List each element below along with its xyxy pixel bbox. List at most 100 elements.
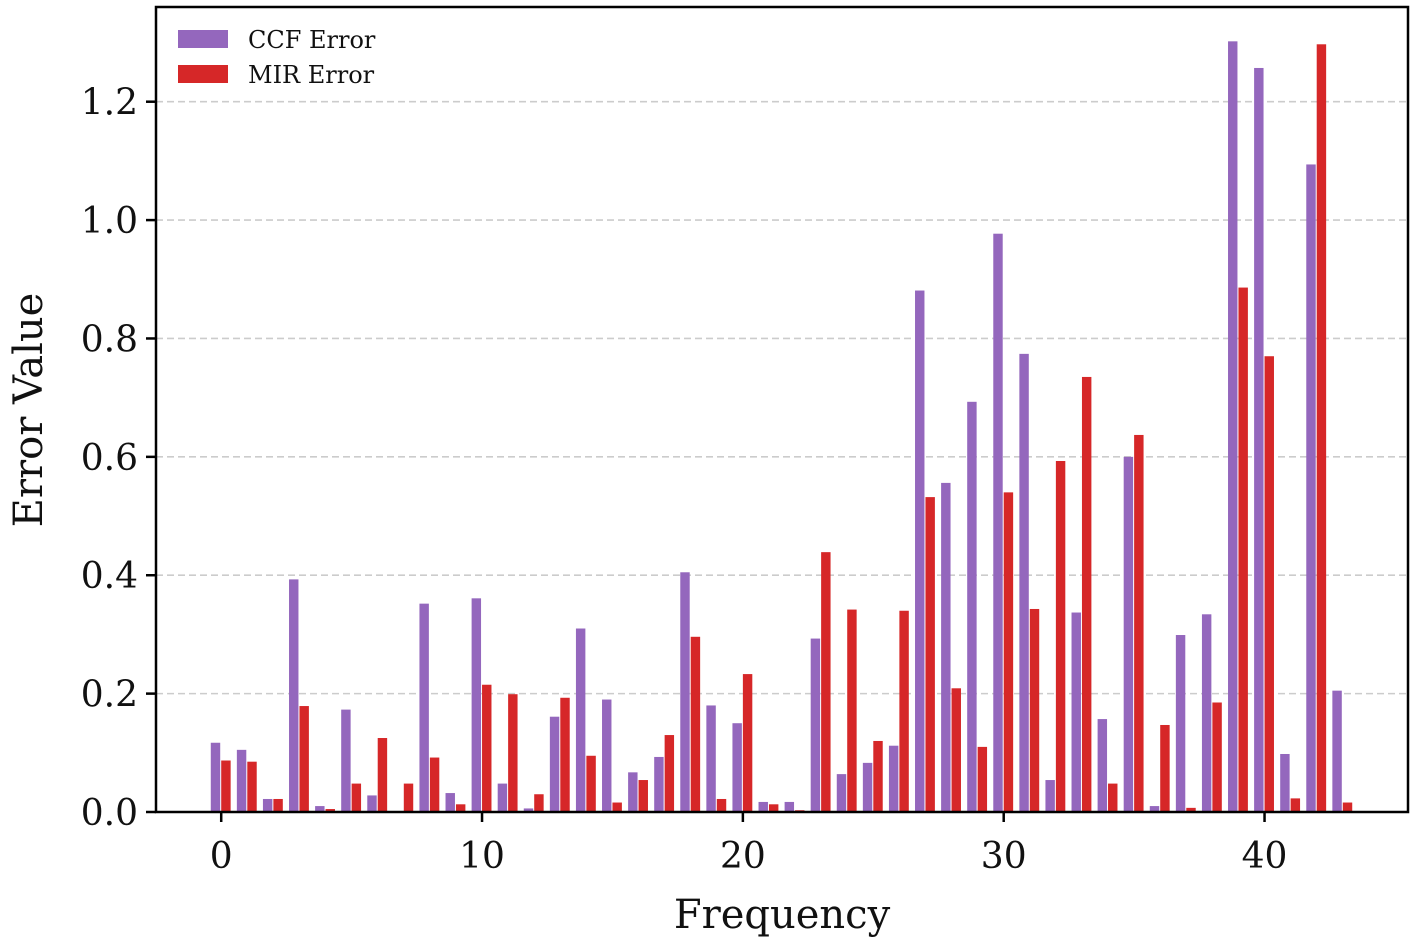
legend-label-ccf-error: CCF Error — [248, 26, 376, 54]
bar-mir-error — [273, 798, 283, 812]
bar-mir-error — [1290, 798, 1301, 812]
legend: CCF Error MIR Error — [178, 26, 376, 89]
bar-mir-error — [247, 761, 257, 812]
y-tick-label: 0.8 — [81, 319, 138, 360]
bar-mir-error — [1108, 783, 1118, 812]
bar-ccf-error — [1201, 614, 1212, 812]
y-axis-label: Error Value — [6, 293, 52, 528]
bar-ccf-error — [1280, 753, 1290, 812]
bar-ccf-error — [549, 716, 560, 812]
bar-ccf-error — [732, 723, 742, 812]
bar-mir-error — [403, 783, 414, 812]
bar-mir-error — [742, 674, 753, 812]
plot-frame — [154, 5, 1410, 814]
bar-mir-error — [1134, 434, 1144, 812]
bar-mir-error — [951, 688, 961, 812]
x-tick-label: 40 — [1242, 836, 1288, 877]
bar-mir-error — [1212, 702, 1222, 812]
x-axis-label: Frequency — [674, 892, 891, 938]
bar-mir-error — [1316, 44, 1327, 812]
bar-mir-error — [847, 609, 857, 812]
bar-mir-error — [455, 804, 466, 812]
bar-ccf-error — [445, 793, 455, 812]
y-tick-label: 1.2 — [81, 83, 138, 124]
bar-ccf-error — [575, 628, 586, 812]
bar-ccf-error — [1306, 164, 1316, 812]
bar-ccf-error — [993, 233, 1003, 812]
bar-ccf-error — [810, 638, 821, 812]
bar-ccf-error — [680, 572, 690, 812]
bar-mir-error — [1342, 802, 1353, 812]
bar-ccf-error — [706, 705, 716, 812]
x-tick-label: 20 — [720, 836, 766, 877]
bar-ccf-error — [1175, 635, 1186, 812]
bar-mir-error — [1186, 807, 1196, 812]
bar-mir-error — [429, 757, 440, 812]
bar-mir-error — [899, 610, 909, 812]
bar-mir-error — [925, 497, 935, 812]
bar-ccf-error — [1019, 353, 1029, 812]
y-tick-label: 1.0 — [81, 201, 138, 242]
bar-ccf-error — [1332, 690, 1342, 812]
bar-ccf-error — [915, 290, 925, 812]
bar-mir-error — [377, 738, 388, 812]
x-tick-label: 30 — [981, 836, 1027, 877]
bar-ccf-error — [236, 749, 247, 812]
bar-ccf-error — [315, 806, 325, 812]
bar-mir-error — [821, 552, 831, 812]
bar-ccf-error — [1045, 780, 1055, 812]
bar-ccf-error — [341, 709, 351, 812]
bar-ccf-error — [1123, 456, 1134, 812]
bar-ccf-error — [862, 762, 873, 812]
bar-ccf-error — [262, 798, 273, 812]
bar-mir-error — [482, 684, 492, 812]
y-tick-label: 0.4 — [81, 556, 138, 597]
legend-label-mir-error: MIR Error — [248, 61, 375, 89]
x-tick-label: 10 — [459, 836, 505, 877]
bar-ccf-error — [836, 774, 847, 812]
bar-mir-error — [1081, 376, 1092, 812]
bar-ccf-error — [784, 801, 795, 812]
bars — [210, 41, 1353, 813]
bar-mir-error — [716, 798, 727, 812]
bar-mir-error — [612, 802, 622, 812]
bar-mir-error — [534, 794, 544, 812]
y-tick-label: 0.6 — [81, 438, 138, 479]
bar-ccf-error — [1228, 41, 1238, 813]
bar-ccf-error — [628, 772, 638, 812]
bar-ccf-error — [602, 699, 612, 812]
bar-ccf-error — [1254, 67, 1264, 812]
x-tick-label: 0 — [210, 836, 233, 877]
y-tick-label: 0.0 — [81, 793, 138, 834]
bar-mir-error — [351, 783, 362, 812]
bar-mir-error — [325, 809, 335, 812]
bar-mir-error — [560, 697, 570, 812]
bar-mir-error — [873, 740, 883, 812]
bar-mir-error — [586, 755, 596, 812]
y-tick-label: 0.2 — [81, 675, 138, 716]
bar-ccf-error — [1071, 612, 1081, 812]
bar-mir-error — [1055, 460, 1066, 812]
bar-mir-error — [1029, 608, 1040, 812]
legend-swatch-ccf-error — [178, 30, 228, 48]
bar-mir-error — [664, 735, 675, 812]
bar-mir-error — [768, 804, 779, 812]
bar-ccf-error — [419, 603, 429, 812]
bar-mir-error — [1160, 724, 1170, 812]
bar-ccf-error — [941, 482, 951, 812]
bar-mir-error — [508, 694, 518, 812]
bar-mir-error — [1003, 492, 1014, 812]
bar-ccf-error — [367, 795, 377, 812]
bar-ccf-error — [1149, 806, 1160, 812]
bar-ccf-error — [1097, 719, 1108, 812]
bar-ccf-error — [758, 801, 768, 812]
bar-ccf-error — [888, 745, 899, 812]
bar-mir-error — [299, 706, 309, 812]
bar-mir-error — [1238, 287, 1248, 812]
bar-ccf-error — [523, 808, 534, 812]
bar-ccf-error — [967, 401, 977, 812]
bar-mir-error — [221, 760, 231, 812]
legend-swatch-mir-error — [178, 65, 228, 83]
axis-ticks: 0.0 0.2 0.4 0.6 0.8 1.0 1.2 0 10 20 30 40 — [81, 83, 1288, 877]
